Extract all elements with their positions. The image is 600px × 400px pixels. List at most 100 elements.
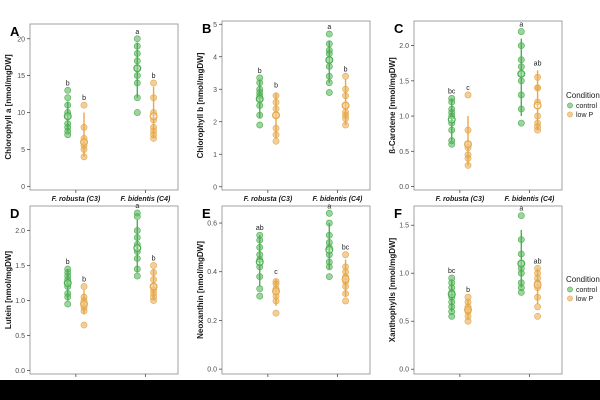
mean-marker xyxy=(63,279,72,288)
data-point xyxy=(342,121,349,129)
data-point xyxy=(256,111,264,119)
y-tick-label: 0.0 xyxy=(399,184,409,191)
y-tick-label: 1 xyxy=(213,152,217,159)
data-point xyxy=(534,73,541,81)
data-point xyxy=(517,236,525,243)
data-point xyxy=(150,276,157,283)
mean-marker xyxy=(447,115,456,124)
significance-letter: b xyxy=(344,66,348,73)
significance-letter: a xyxy=(519,206,523,213)
significance-letter: b xyxy=(152,73,156,80)
data-point xyxy=(534,312,541,320)
y-axis-label: Lutein [nmol/mgDW] xyxy=(4,251,13,330)
y-tick-label: 0.5 xyxy=(15,333,25,340)
panel-b: 0 1 2 3 4 5 Chlorophyll b [nmol/mgDW] B F. robus… xyxy=(196,20,371,203)
mean-marker xyxy=(464,305,473,314)
panel-letter: E xyxy=(202,206,211,221)
data-point xyxy=(80,321,88,329)
x-category-label: F. bidentis (C4) xyxy=(505,196,555,203)
data-point xyxy=(80,283,88,290)
data-point xyxy=(325,209,333,217)
mean-marker xyxy=(149,282,158,291)
significance-letter: b xyxy=(82,277,86,284)
y-axis-label: Neoxanthin [nmol/mgDW] xyxy=(196,241,205,339)
series-low-p: c ab xyxy=(464,60,542,169)
data-point xyxy=(517,250,525,258)
series-control: ab a xyxy=(255,203,334,300)
significance-letter: a xyxy=(327,24,331,31)
data-point xyxy=(464,126,472,134)
data-point xyxy=(272,105,280,113)
data-point xyxy=(133,227,141,234)
significance-letter: b xyxy=(152,256,156,263)
data-point xyxy=(133,209,141,217)
series-control: bc a xyxy=(447,206,526,320)
y-tick-label: 20 xyxy=(17,36,25,43)
significance-letter: ab xyxy=(534,60,542,67)
data-point xyxy=(256,273,264,281)
significance-letter: b xyxy=(82,95,86,102)
series-control: bc a xyxy=(447,22,526,148)
significance-letter: ab xyxy=(256,225,264,232)
y-tick-label: 1.0 xyxy=(15,298,25,305)
legend: Condition control low P xyxy=(566,275,600,303)
plot-frame xyxy=(221,205,371,375)
mean-marker xyxy=(517,259,526,268)
data-point xyxy=(448,274,456,282)
data-point xyxy=(325,79,333,87)
data-point xyxy=(325,40,333,48)
x-category-label: F. robusta (C3) xyxy=(244,196,293,203)
data-point xyxy=(534,84,541,92)
mean-marker xyxy=(447,290,456,299)
data-point xyxy=(342,92,349,100)
data-point xyxy=(133,72,141,80)
data-point xyxy=(150,269,157,276)
data-point xyxy=(517,91,525,99)
x-category-label: F. bidentis (C4) xyxy=(313,196,363,203)
data-point xyxy=(342,263,349,271)
data-point xyxy=(342,290,349,298)
legend: Condition control low P xyxy=(566,91,600,119)
data-point xyxy=(133,272,141,280)
x-category-label: F. bidentis (C4) xyxy=(121,196,171,203)
legend-title: Condition xyxy=(566,91,600,100)
data-point xyxy=(150,94,157,102)
data-point xyxy=(534,112,541,120)
significance-letter: a xyxy=(327,203,331,210)
data-point xyxy=(133,42,141,50)
data-point xyxy=(133,265,141,273)
data-point xyxy=(256,121,264,129)
significance-letter: c xyxy=(466,85,470,92)
data-point xyxy=(517,28,525,35)
mean-marker xyxy=(325,55,334,64)
mean-marker xyxy=(133,244,142,253)
data-point xyxy=(517,105,525,113)
data-point xyxy=(272,309,280,317)
y-tick-label: 5 xyxy=(213,22,217,29)
legend-label: low P xyxy=(576,112,593,119)
data-point xyxy=(150,262,157,269)
y-axis-label: Chlorophyll a [nmol/mgDW] xyxy=(4,54,13,160)
legend-swatch xyxy=(567,286,573,293)
data-point xyxy=(448,105,456,113)
data-point xyxy=(534,264,541,272)
data-point xyxy=(64,290,72,297)
data-point xyxy=(256,85,264,93)
figure: 0 5 10 15 20 Chlorophyll a [nmol/mgDW] A F. rob… xyxy=(0,0,600,387)
data-point xyxy=(464,151,472,159)
y-tick-label: 0.0 xyxy=(15,368,25,375)
legend-swatch xyxy=(567,111,573,118)
data-point xyxy=(464,91,472,99)
significance-letter: bc xyxy=(448,88,456,95)
y-axis-label: Chlorophyll b [nmol/mgDW] xyxy=(196,52,205,158)
legend-swatch xyxy=(567,295,573,302)
data-point xyxy=(256,231,264,239)
y-tick-label: 0.5 xyxy=(399,149,409,156)
series-low-p: bb xyxy=(80,256,158,329)
y-tick-label: 2.0 xyxy=(399,43,409,50)
data-point xyxy=(133,79,141,87)
data-point xyxy=(256,292,264,300)
data-point xyxy=(272,137,280,145)
